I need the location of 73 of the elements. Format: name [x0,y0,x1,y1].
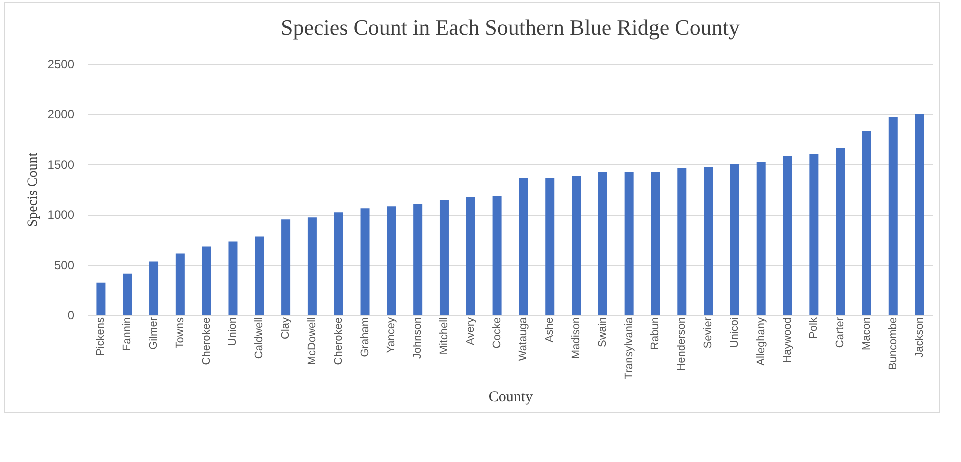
y-axis-title: Specis Count [26,152,41,228]
bar [334,212,344,315]
bar [255,236,264,315]
bar [202,246,212,315]
bar [862,131,872,315]
x-tick-label: Gilmer [148,317,160,350]
bar [228,242,238,315]
x-tick-label: Yancey [386,317,398,354]
bar [492,196,502,315]
x-tick-label: Johnson [412,318,424,360]
x-tick-label: Haywood [782,318,794,364]
x-tick-label: Henderson [676,318,688,372]
x-tick-label: Buncombe [887,318,900,370]
bar [308,218,317,315]
x-tick-label: Rabun [650,318,662,350]
x-tick-label: Macon [860,318,873,351]
x-tick-label: Clay [280,317,292,340]
y-tick-label: 500 [54,258,75,272]
bar [176,254,185,315]
bar [414,204,423,315]
bar [282,220,291,315]
x-axis-title: County [488,389,534,406]
bar [572,176,582,315]
x-tick-label: Cocke [491,318,504,349]
x-tick-label: Towns [174,317,186,349]
bar [810,154,819,315]
y-tick-label: 1000 [48,208,75,222]
bar [123,274,132,315]
bar [730,164,740,315]
x-tick-label: Madison [570,318,583,360]
x-tick-label: Graham [359,318,372,358]
bar [440,200,449,315]
x-tick-label: Polk [808,317,820,339]
x-tick-label: Cherokee [332,318,345,366]
y-tick-label: 1500 [48,158,75,172]
x-tick-label: Union [227,318,240,346]
bar [915,114,924,315]
bar [888,117,898,315]
bar [387,206,396,315]
y-tick-label: 2500 [48,58,75,72]
x-tick-label: Carter [834,317,847,348]
x-tick-label: Jackson [914,318,926,358]
bar [519,178,528,315]
bar [783,156,792,315]
bar [836,148,846,315]
bar [360,208,370,315]
bar [598,172,608,315]
x-tick-label: McDowell [306,318,318,366]
x-tick-label: Caldwell [254,318,266,360]
bar [651,172,660,315]
x-tick-label: Avery [464,317,477,346]
y-tick-label: 0 [68,308,75,322]
x-tick-label: Cherokee [200,318,213,366]
bar [704,167,714,315]
x-tick-label: Pickens [95,317,108,356]
bar [96,282,106,315]
x-tick-label: Unicoi [728,318,741,348]
bar [756,162,766,315]
x-tick-label: Fannin [122,318,134,352]
bar [546,178,555,315]
x-tick-label: Swain [596,318,609,348]
bar [466,198,476,315]
bar [624,172,634,315]
x-tick-label: Transylvania [623,316,636,380]
x-tick-label: Watauga [518,316,530,362]
chart-title: Species Count in Each Southern Blue Ridge County [281,15,740,40]
bar [150,262,159,315]
x-tick-label: Ashe [544,318,556,343]
bar [678,168,687,315]
y-tick-label: 2000 [48,108,75,122]
x-tick-label: Alleghany [755,317,768,366]
x-tick-label: Sevier [702,317,715,349]
x-tick-label: Mitchell [438,318,450,355]
